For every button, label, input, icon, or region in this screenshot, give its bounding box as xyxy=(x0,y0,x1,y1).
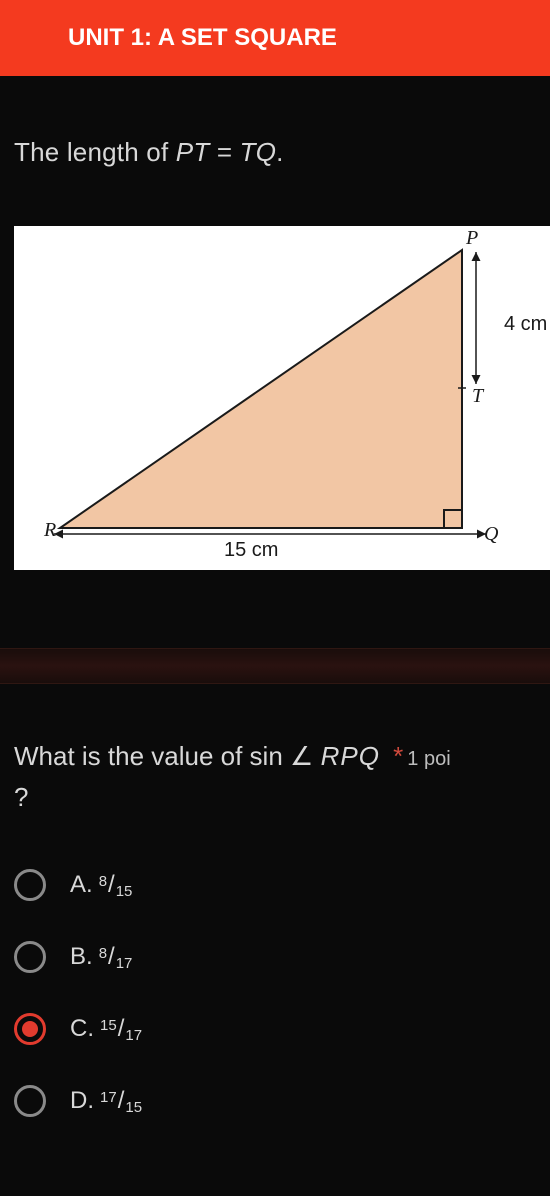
intro-eq: = xyxy=(209,137,239,167)
option-d[interactable]: D. 17/15 xyxy=(14,1065,536,1137)
label-side: 4 cm xyxy=(504,313,547,335)
intro-pt: PT xyxy=(176,137,210,167)
option-d-den: 15 xyxy=(125,1099,142,1116)
option-c-den: 17 xyxy=(125,1027,142,1044)
triangle-shape xyxy=(60,250,462,528)
unit-title: UNIT 1: A SET SQUARE xyxy=(68,24,337,51)
option-c-letter: C. xyxy=(70,1015,94,1043)
question-rpq: RPQ xyxy=(321,741,380,771)
section-divider xyxy=(0,648,550,684)
option-b-den: 17 xyxy=(116,955,133,972)
label-t: T xyxy=(472,385,485,407)
option-d-label: D. 17/15 xyxy=(70,1087,142,1115)
intro-tq: TQ xyxy=(240,137,277,167)
radio-d[interactable] xyxy=(14,1085,46,1117)
unit-header: UNIT 1: A SET SQUARE xyxy=(0,0,550,76)
label-base: 15 cm xyxy=(224,539,278,561)
label-q: Q xyxy=(484,523,499,545)
option-c[interactable]: C. 15/17 xyxy=(14,993,536,1065)
option-b[interactable]: B. 8/17 xyxy=(14,921,536,993)
intro-text: The length of PT = TQ. xyxy=(0,76,550,210)
points-label: 1 poi xyxy=(407,748,450,770)
radio-b[interactable] xyxy=(14,941,46,973)
option-b-label: B. 8/17 xyxy=(70,943,132,971)
question-prefix: What is the value of sin xyxy=(14,741,290,771)
label-p: P xyxy=(465,227,478,249)
required-star: * xyxy=(393,741,403,771)
option-a-den: 15 xyxy=(116,883,133,900)
radio-a[interactable] xyxy=(14,869,46,901)
intro-suffix: . xyxy=(276,137,283,167)
option-a-label: A. 8/15 xyxy=(70,871,132,899)
question-text: What is the value of sin ∠ RPQ *1 poi ? xyxy=(0,684,550,819)
triangle-diagram: R Q P T 15 cm 4 cm xyxy=(14,226,550,570)
option-a[interactable]: A. 8/15 xyxy=(14,849,536,921)
intro-prefix: The length of xyxy=(14,137,176,167)
option-b-num: 8 xyxy=(99,945,107,962)
question-mark: ? xyxy=(14,782,28,812)
radio-c[interactable] xyxy=(14,1013,46,1045)
options-group: A. 8/15 B. 8/17 C. 15/17 D. 17/15 xyxy=(0,819,550,1137)
label-r: R xyxy=(43,519,56,541)
option-a-num: 8 xyxy=(99,873,107,890)
option-c-label: C. 15/17 xyxy=(70,1015,142,1043)
option-c-num: 15 xyxy=(100,1017,117,1034)
option-b-letter: B. xyxy=(70,943,93,971)
option-a-letter: A. xyxy=(70,871,93,899)
angle-symbol: ∠ xyxy=(290,741,313,771)
option-d-letter: D. xyxy=(70,1087,94,1115)
option-d-num: 17 xyxy=(100,1089,117,1106)
